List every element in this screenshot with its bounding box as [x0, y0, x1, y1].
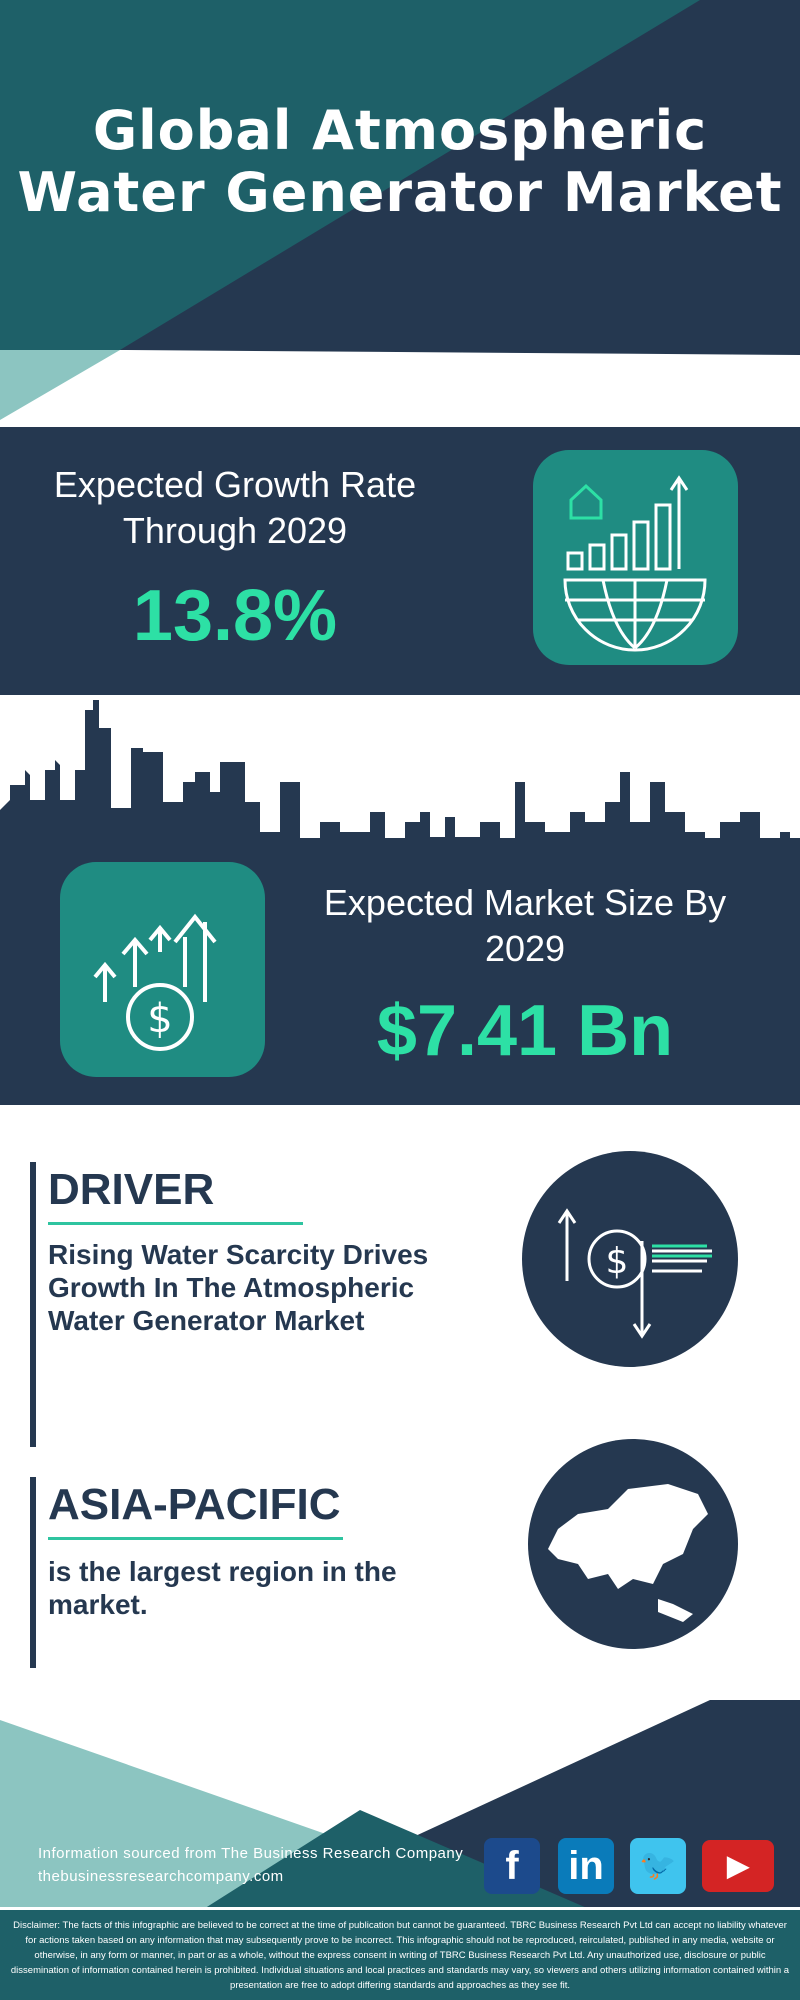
globe-growth-chart-icon [563, 475, 707, 652]
driver-icon-circle: $ [522, 1151, 738, 1367]
svg-text:$: $ [606, 1241, 629, 1282]
driver-heading: DRIVER [48, 1165, 215, 1214]
market-value: $7.41 Bn [376, 991, 674, 1071]
driver-text: Rising Water Scarcity Drives Growth In T… [48, 1239, 429, 1336]
linkedin-icon[interactable]: in [558, 1838, 614, 1894]
driver-accent-bar [30, 1162, 36, 1447]
website-link[interactable]: thebusinessresearchcompany.com [38, 1868, 284, 1885]
growth-label: Expected Growth Rate Through 2029 [53, 464, 417, 551]
market-label: Expected Market Size By 2029 [323, 882, 727, 969]
facebook-icon[interactable]: f [484, 1838, 540, 1894]
source-text: Information sourced from The Business Re… [38, 1845, 464, 1862]
footer-background [0, 1700, 800, 2000]
page-title: Global Atmospheric Water Generator Marke… [17, 99, 783, 224]
growth-value: 13.8% [132, 576, 338, 656]
header-background [0, 0, 800, 420]
asia-map-icon [548, 1484, 708, 1622]
driver-underline [48, 1222, 303, 1225]
market-icon-box: $ [60, 862, 265, 1077]
money-growth-icon: $ [93, 913, 217, 1051]
region-accent-bar [30, 1477, 36, 1668]
dollar-exchange-icon: $ [557, 1208, 712, 1339]
city-skyline [0, 700, 790, 840]
svg-text:$: $ [147, 996, 172, 1042]
region-underline [48, 1537, 343, 1540]
disclaimer: Disclaimer: The facts of this infographi… [10, 1920, 790, 1991]
region-heading: ASIA-PACIFIC [48, 1480, 341, 1529]
region-text: is the largest region in the market. [48, 1556, 397, 1620]
twitter-icon[interactable]: 🐦 [630, 1838, 686, 1894]
region-icon-circle [528, 1439, 738, 1649]
youtube-icon[interactable]: ▶ [702, 1840, 774, 1892]
growth-icon-box [533, 450, 738, 665]
